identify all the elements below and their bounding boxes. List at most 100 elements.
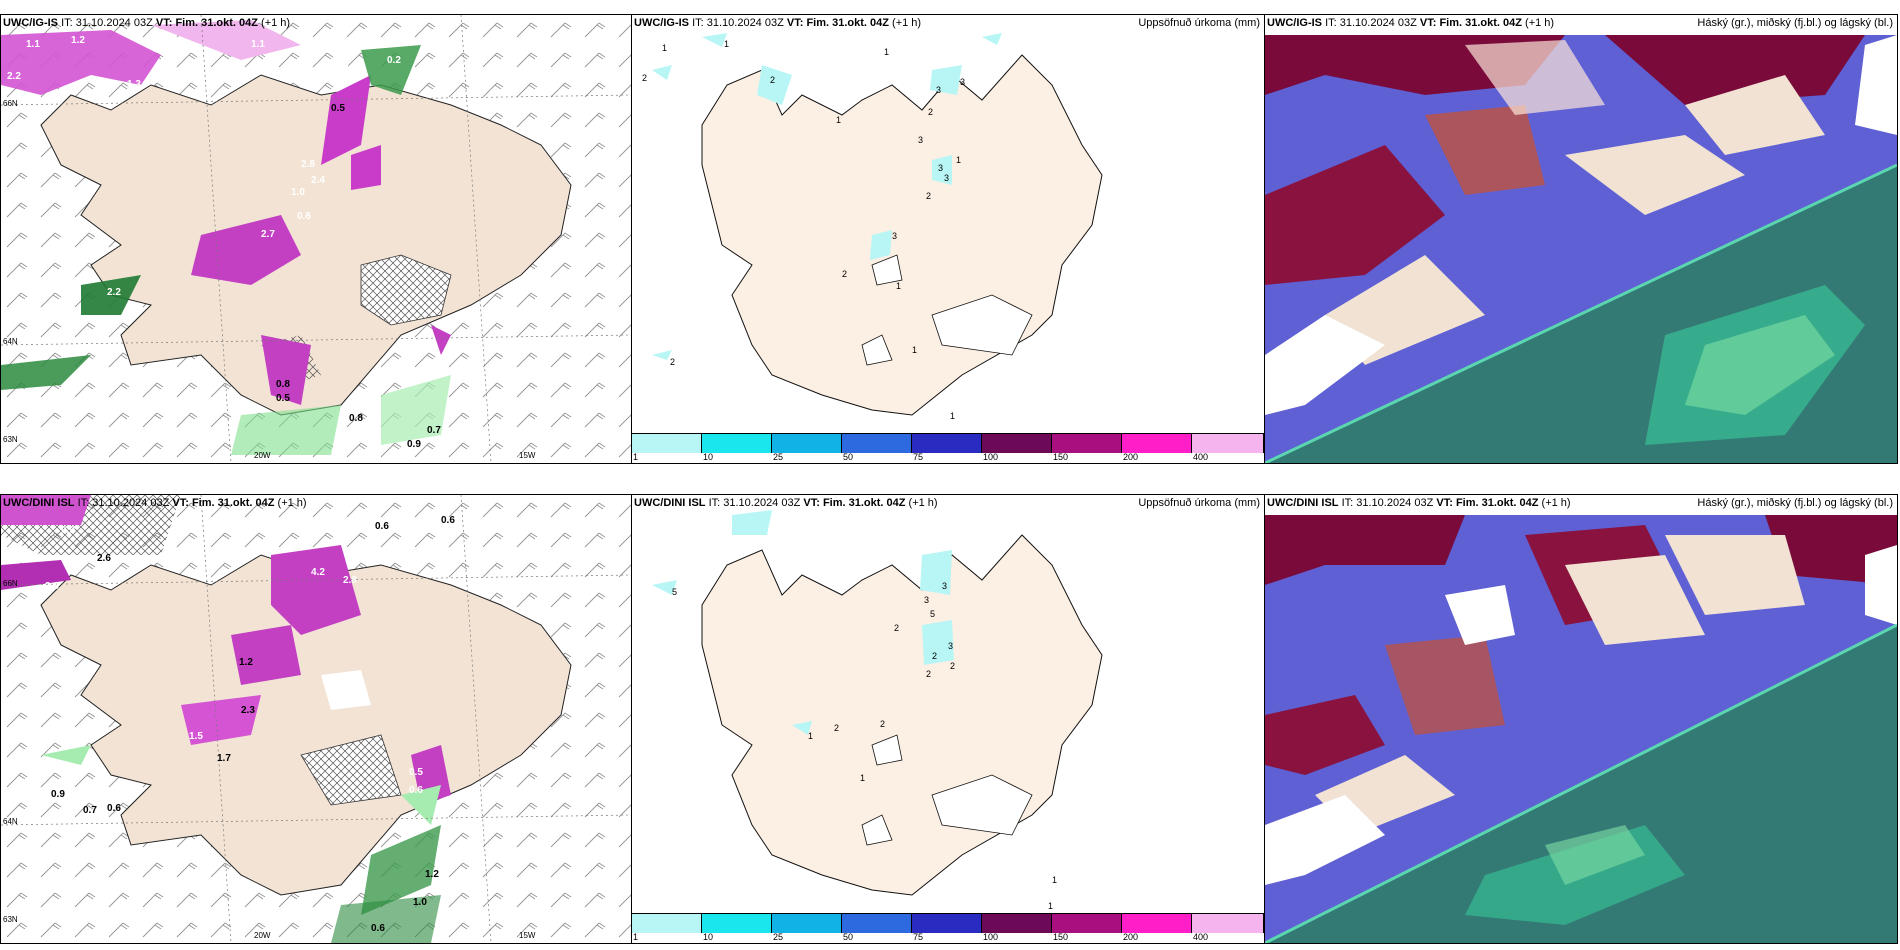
- map-header-dini-3: UWC/DINI ISL IT: 31.10.2024 03Z VT: Fim.…: [1267, 497, 1571, 509]
- colorbar-seg: [982, 914, 1052, 933]
- lat-label: 64N: [3, 817, 18, 826]
- map-header-igis-1: UWC/IG-IS IT: 31.10.2024 03Z VT: Fim. 31…: [3, 17, 291, 29]
- colorbar-seg: [702, 914, 772, 933]
- precip-value: 0.5: [409, 767, 423, 778]
- precip-value: 1.1: [251, 39, 265, 50]
- precip-value: 1: [950, 411, 956, 421]
- precip-value: 0.2: [263, 515, 277, 526]
- colorbar-tick: 1: [633, 452, 639, 462]
- accum-precip-map-igis-canvas: [632, 15, 1264, 463]
- precip-value: 1: [662, 43, 668, 53]
- precip-value: 3.8: [45, 581, 59, 592]
- precip-value: 1.7: [217, 753, 231, 764]
- colorbar-tick: 50: [843, 452, 854, 462]
- lat-label: 64N: [3, 337, 18, 346]
- lon-label: 20W: [254, 451, 271, 460]
- colorbar-seg: [982, 434, 1052, 453]
- cloud-map-dini-canvas: [1265, 495, 1897, 943]
- colorbar-tick: 10: [703, 452, 714, 462]
- lat-label: 63N: [3, 915, 18, 924]
- map-header-igis-2: UWC/IG-IS IT: 31.10.2024 03Z VT: Fim. 31…: [634, 17, 922, 29]
- precip-value: 3: [944, 173, 950, 183]
- precip-value: 2: [894, 623, 900, 633]
- colorbar-tick: 100: [983, 932, 999, 942]
- accum-precip-map-igis: UWC/IG-IS IT: 31.10.2024 03Z VT: Fim. 31…: [631, 14, 1265, 464]
- cloud-map-dini: UWC/DINI ISL IT: 31.10.2024 03Z VT: Fim.…: [1264, 494, 1898, 944]
- colorbar-seg: [1192, 434, 1264, 453]
- precip-value: 0.5: [331, 103, 345, 114]
- precip-value: 0.6: [409, 785, 423, 796]
- precip-value: 1: [956, 155, 962, 165]
- precip-value: 1.3: [127, 79, 141, 90]
- precip-value: 2.8: [343, 575, 357, 586]
- lat-label: 63N: [3, 435, 18, 444]
- precip-value: 2: [642, 73, 648, 83]
- precip-value: 1.1: [26, 39, 40, 50]
- precip-value: 2.4: [311, 175, 325, 186]
- precip-value: 2: [950, 661, 956, 671]
- colorbar-seg: [912, 434, 982, 453]
- colorbar-seg: [842, 434, 912, 453]
- precip-value: 0.6: [371, 923, 385, 934]
- precip-value: 0.9: [407, 439, 421, 450]
- precip-value: 2: [670, 357, 676, 367]
- colorbar-seg: [1122, 914, 1192, 933]
- precip-value: 3: [938, 163, 944, 173]
- wind-precip-map-dini-canvas: [1, 495, 631, 943]
- lon-label: 20W: [254, 931, 271, 940]
- colorbar-seg: [772, 434, 842, 453]
- precip-value: 0.6: [441, 515, 455, 526]
- precip-value: 1: [1052, 875, 1058, 885]
- colorbar-seg: [632, 434, 702, 453]
- colorbar-tick: 400: [1193, 452, 1209, 462]
- precip-value: 0.7: [427, 425, 441, 436]
- colorbar-tick: 200: [1123, 452, 1139, 462]
- precip-value: 4.2: [311, 567, 325, 578]
- precip-value: 3: [892, 231, 898, 241]
- precip-value: 0.6: [375, 521, 389, 532]
- precip-value: 3: [924, 595, 930, 605]
- map-header-igis-3: UWC/IG-IS IT: 31.10.2024 03Z VT: Fim. 31…: [1267, 17, 1555, 29]
- colorbar-tick: 10: [703, 932, 714, 942]
- precip-value: 0.9: [51, 789, 65, 800]
- colorbar-tick: 1: [633, 932, 639, 942]
- cloud-title: Háský (gr.), miðský (fj.bl.) og lágský (…: [1697, 497, 1893, 509]
- precip-value: 0.2: [387, 55, 401, 66]
- precip-title: Uppsöfnuð úrkoma (mm): [1138, 17, 1260, 29]
- precip-value: 1: [896, 281, 902, 291]
- colorbar-tick: 150: [1053, 452, 1069, 462]
- precip-value: 2.7: [261, 229, 275, 240]
- precip-value: 2.3: [241, 705, 255, 716]
- precip-value: 1.5: [189, 731, 203, 742]
- precip-value: 2: [926, 669, 932, 679]
- precip-value: 0.8: [276, 379, 290, 390]
- colorbar-tick: 25: [773, 932, 784, 942]
- colorbar-seg: [912, 914, 982, 933]
- precip-value: 5: [672, 587, 678, 597]
- precip-value: 2.6: [97, 553, 111, 564]
- precip-value: 2: [926, 191, 932, 201]
- accum-precip-map-dini-canvas: [632, 495, 1264, 943]
- colorbar-tick: 200: [1123, 932, 1139, 942]
- precip-value: 3: [942, 581, 948, 591]
- precip-value: 2.8: [301, 159, 315, 170]
- precip-value: 3: [918, 135, 924, 145]
- colorbar-seg: [1052, 434, 1122, 453]
- precip-value: 1: [884, 47, 890, 57]
- colorbar-tick: 75: [913, 452, 924, 462]
- precip-value: 1.2: [71, 35, 85, 46]
- accum-precip-map-dini: UWC/DINI ISL IT: 31.10.2024 03Z VT: Fim.…: [631, 494, 1265, 944]
- precip-value: 2: [932, 651, 938, 661]
- colorbar-tick: 400: [1193, 932, 1209, 942]
- precip-value: 1.0: [291, 187, 305, 198]
- colorbar-seg: [632, 914, 702, 933]
- precip-value: 1.0: [413, 897, 427, 908]
- precip-value: 2.2: [107, 287, 121, 298]
- precip-title: Uppsöfnuð úrkoma (mm): [1138, 497, 1260, 509]
- lon-label: 15W: [519, 451, 536, 460]
- colorbar-seg: [702, 434, 772, 453]
- map-header-dini-1: UWC/DINI ISL IT: 31.10.2024 03Z VT: Fim.…: [3, 497, 307, 509]
- precip-value: 0.6: [297, 211, 311, 222]
- precip-value: 1.2: [425, 869, 439, 880]
- precip-value: 0.5: [276, 393, 290, 404]
